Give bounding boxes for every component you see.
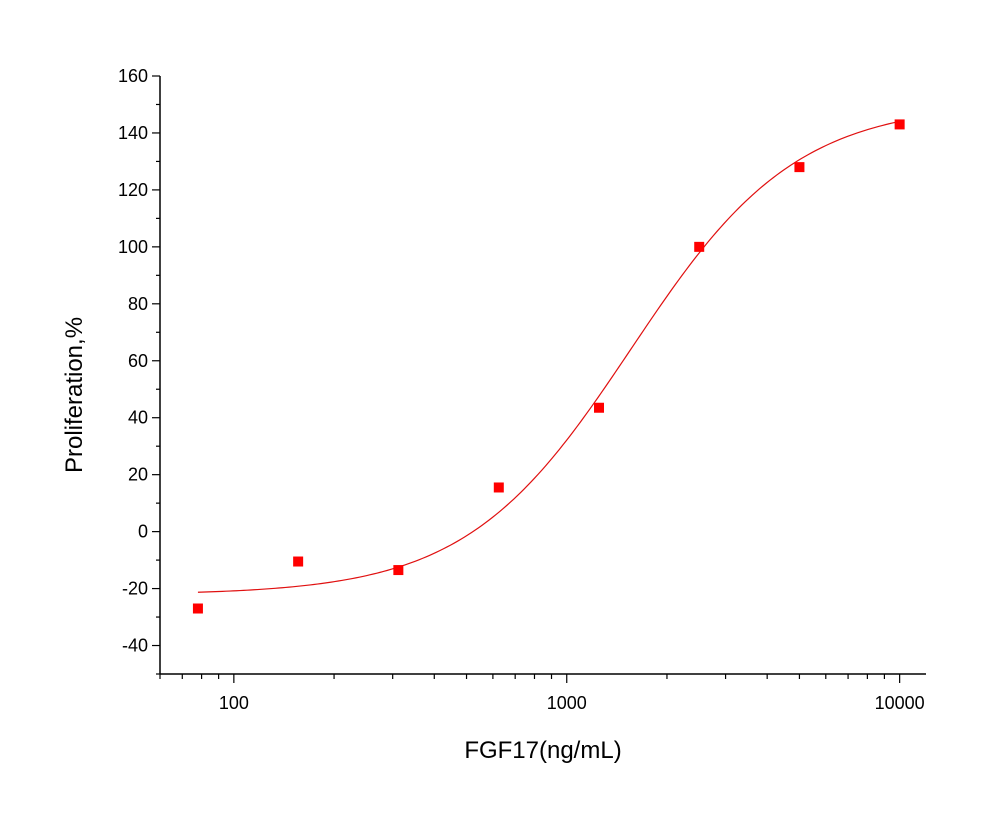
x-tick-label: 1000 xyxy=(547,693,587,713)
y-tick-label: 80 xyxy=(128,294,148,314)
y-tick-label: 20 xyxy=(128,465,148,485)
y-tick-label: 60 xyxy=(128,351,148,371)
y-tick-label: 140 xyxy=(118,123,148,143)
y-tick-label: 160 xyxy=(118,66,148,86)
y-tick-label: -40 xyxy=(122,636,148,656)
data-point xyxy=(594,402,605,413)
y-tick-label: 40 xyxy=(128,408,148,428)
x-axis-title: FGF17(ng/mL) xyxy=(464,737,621,764)
y-axis-ticks: -40 -20 0 20 40 60 80 100 120 140 160 xyxy=(118,66,160,656)
x-tick-label: 10000 xyxy=(875,693,925,713)
data-point xyxy=(493,482,504,493)
y-tick-label: 0 xyxy=(138,522,148,542)
x-axis-ticks: 100 1000 10000 xyxy=(219,674,925,713)
y-tick-label: 120 xyxy=(118,180,148,200)
data-point xyxy=(192,603,203,614)
y-axis-title: Proliferation,% xyxy=(61,317,88,473)
data-point xyxy=(393,565,404,576)
data-points xyxy=(192,119,905,614)
data-point xyxy=(694,241,705,252)
data-point xyxy=(794,162,805,173)
y-tick-label: -20 xyxy=(122,579,148,599)
data-point xyxy=(894,119,905,130)
x-axis-minor-ticks xyxy=(159,674,886,679)
fit-curve xyxy=(197,120,900,593)
y-tick-label: 100 xyxy=(118,237,148,257)
x-tick-label: 100 xyxy=(219,693,249,713)
data-point xyxy=(293,556,304,567)
